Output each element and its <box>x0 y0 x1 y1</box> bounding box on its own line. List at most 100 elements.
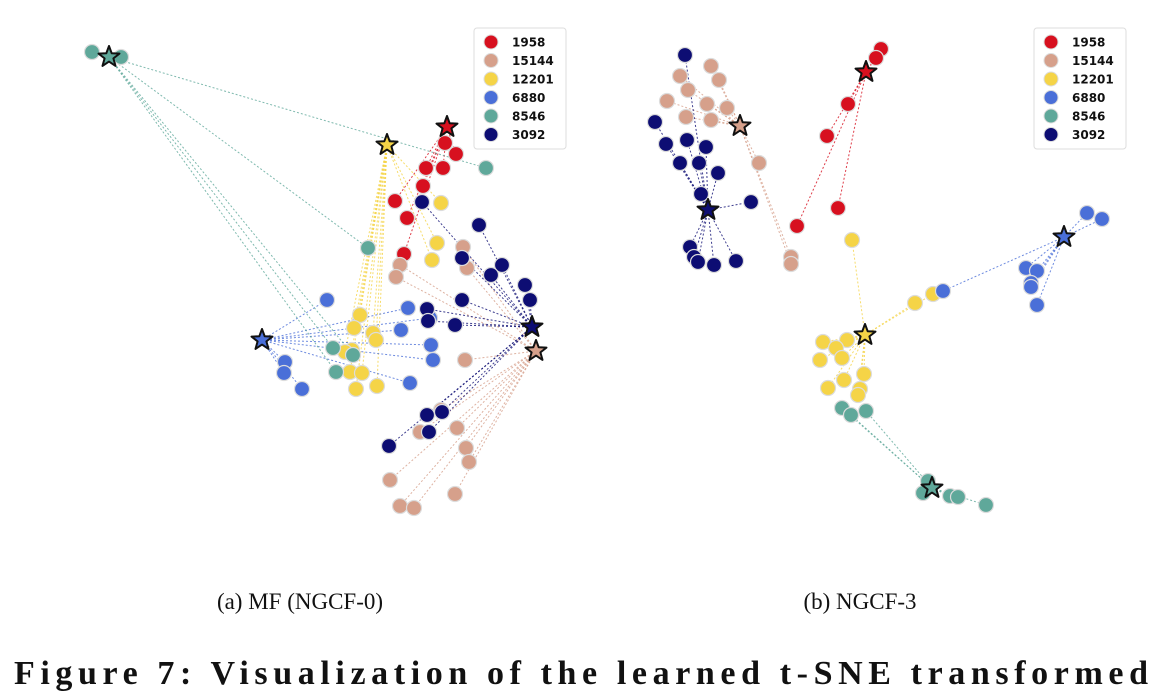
link <box>426 308 533 328</box>
item-point <box>671 67 689 85</box>
item-point <box>843 231 861 249</box>
item-point <box>83 43 101 61</box>
link <box>865 410 933 489</box>
item-point <box>677 108 695 126</box>
link <box>261 339 411 384</box>
link <box>427 320 533 328</box>
legend-label: 6880 <box>1072 91 1105 105</box>
item-point <box>710 71 728 89</box>
link <box>422 126 448 187</box>
link <box>454 324 533 328</box>
item-point <box>857 402 875 420</box>
link <box>108 56 369 249</box>
item-point <box>819 379 837 397</box>
legend-label: 8546 <box>512 110 545 124</box>
item-point <box>521 291 539 309</box>
item-point <box>833 349 851 367</box>
item-point <box>275 364 293 382</box>
user-star <box>696 198 720 220</box>
item-point <box>697 138 715 156</box>
links <box>91 51 537 509</box>
item-point <box>692 185 710 203</box>
item-point <box>698 95 716 113</box>
item-point <box>690 154 708 172</box>
item-point <box>386 192 404 210</box>
user-star <box>728 114 752 136</box>
link <box>353 144 388 329</box>
link <box>386 144 433 261</box>
item-point <box>414 177 432 195</box>
item-point <box>702 111 720 129</box>
item-point <box>432 194 450 212</box>
item-point <box>782 255 800 273</box>
item-point <box>448 419 466 437</box>
item-point <box>676 46 694 64</box>
item-point <box>867 49 885 67</box>
item-point <box>446 485 464 503</box>
item-point <box>1028 296 1046 314</box>
link <box>739 125 792 265</box>
link <box>705 146 709 211</box>
link <box>707 209 715 266</box>
item-point <box>818 127 836 145</box>
legend-label: 8546 <box>1072 110 1105 124</box>
link <box>454 350 537 495</box>
link <box>689 209 709 248</box>
item-point <box>368 377 386 395</box>
user-star <box>920 476 944 498</box>
legend: 1958 15144 12201 6880 8546 3092 <box>1033 27 1127 150</box>
item-point <box>658 92 676 110</box>
legend-swatch <box>1043 90 1059 105</box>
subfigure-label: (b) NGCF-3 <box>803 589 916 614</box>
item-point <box>977 496 995 514</box>
link <box>739 125 760 164</box>
item-point <box>835 371 853 389</box>
item-point <box>387 268 405 286</box>
item-point <box>849 386 867 404</box>
legend-swatch <box>483 90 499 105</box>
link <box>465 350 537 449</box>
link <box>490 274 533 328</box>
link <box>108 56 334 349</box>
user-star <box>97 45 121 67</box>
item-point <box>399 299 417 317</box>
link <box>710 65 741 127</box>
legend-swatch <box>483 71 499 87</box>
legend-label: 15144 <box>512 54 554 68</box>
item-point <box>453 291 471 309</box>
legend-swatch <box>1043 53 1059 68</box>
item-point <box>646 113 664 131</box>
link <box>700 193 709 211</box>
legend-label: 3092 <box>512 128 545 142</box>
link <box>461 299 533 328</box>
item-point <box>367 331 385 349</box>
user-star <box>854 60 878 82</box>
item-point <box>750 154 768 172</box>
link <box>864 302 916 336</box>
link <box>261 339 434 361</box>
link <box>466 267 537 352</box>
item-point <box>453 249 471 267</box>
item-point <box>788 217 806 235</box>
item-point <box>417 159 435 177</box>
item-point <box>327 363 345 381</box>
item-point <box>705 256 723 274</box>
link <box>108 56 354 356</box>
item-point <box>293 380 311 398</box>
link <box>389 350 537 481</box>
legend-swatch <box>1043 127 1059 142</box>
figure-caption: Figure 7: Visualization of the learned t… <box>14 655 1148 692</box>
user-star <box>520 315 544 337</box>
legend-label: 12201 <box>1072 73 1114 87</box>
legend-label: 3092 <box>1072 128 1105 142</box>
item-point <box>420 423 438 441</box>
link <box>666 100 741 127</box>
item-point <box>436 134 454 152</box>
item-point <box>434 159 452 177</box>
item-point <box>516 276 534 294</box>
item-point <box>418 406 436 424</box>
item-point <box>422 336 440 354</box>
legend: 1958 15144 12201 6880 8546 3092 <box>473 27 567 150</box>
